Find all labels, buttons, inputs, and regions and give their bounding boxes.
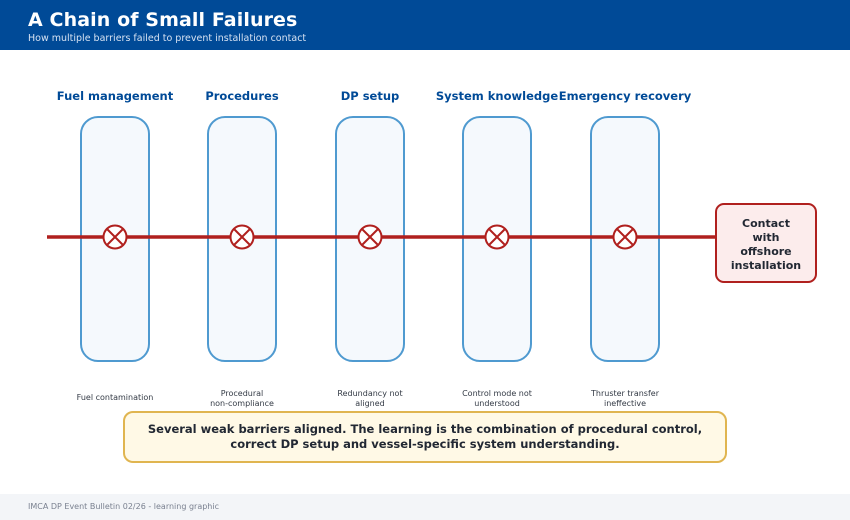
callout-line-2: correct DP setup and vessel-specific sys… [230,437,620,451]
outcome-label: offshore [740,245,791,258]
outcome-label: Contact [742,217,790,230]
circle-x-icon-cross [361,228,379,246]
failure-label: Control mode not [462,389,532,398]
page-subtitle: How multiple barriers failed to prevent … [28,33,307,44]
failure-label: Procedural [221,389,264,398]
barrier-title: DP setup [341,89,400,103]
barrier-title: Fuel management [57,89,174,103]
outcome-box [715,203,817,283]
circle-x-icon-cross [488,228,506,246]
learning-callout: Several weak barriers aligned. The learn… [123,411,727,463]
circle-x-icon-cross [233,228,251,246]
callout-line-1: Several weak barriers aligned. The learn… [147,422,703,436]
page-title: A Chain of Small Failures [28,9,298,31]
barrier-diagram: Fuel management Fuel contamination Procedu… [47,89,817,408]
failure-label: Fuel contamination [77,393,154,402]
outcome-label: with [752,231,779,244]
failure-label: aligned [355,399,385,408]
failure-label: Redundancy not [337,389,402,398]
failure-label: Thruster transfer [590,389,660,398]
footer: IMCA DP Event Bulletin 02/26 - learning … [0,494,850,520]
failure-label: understood [474,399,520,408]
circle-x-icon-cross [106,228,124,246]
barrier-title: System knowledge [436,89,558,103]
barrier-title: Procedures [205,89,279,103]
circle-x-icon-cross [616,228,634,246]
failure-label: non-compliance [210,399,274,408]
outcome-label: installation [731,259,801,272]
failure-label: ineffective [604,399,646,408]
footer-source: IMCA DP Event Bulletin 02/26 - learning … [28,502,219,511]
header-banner: A Chain of Small Failures How multiple b… [0,0,850,50]
barrier-title: Emergency recovery [559,89,692,103]
